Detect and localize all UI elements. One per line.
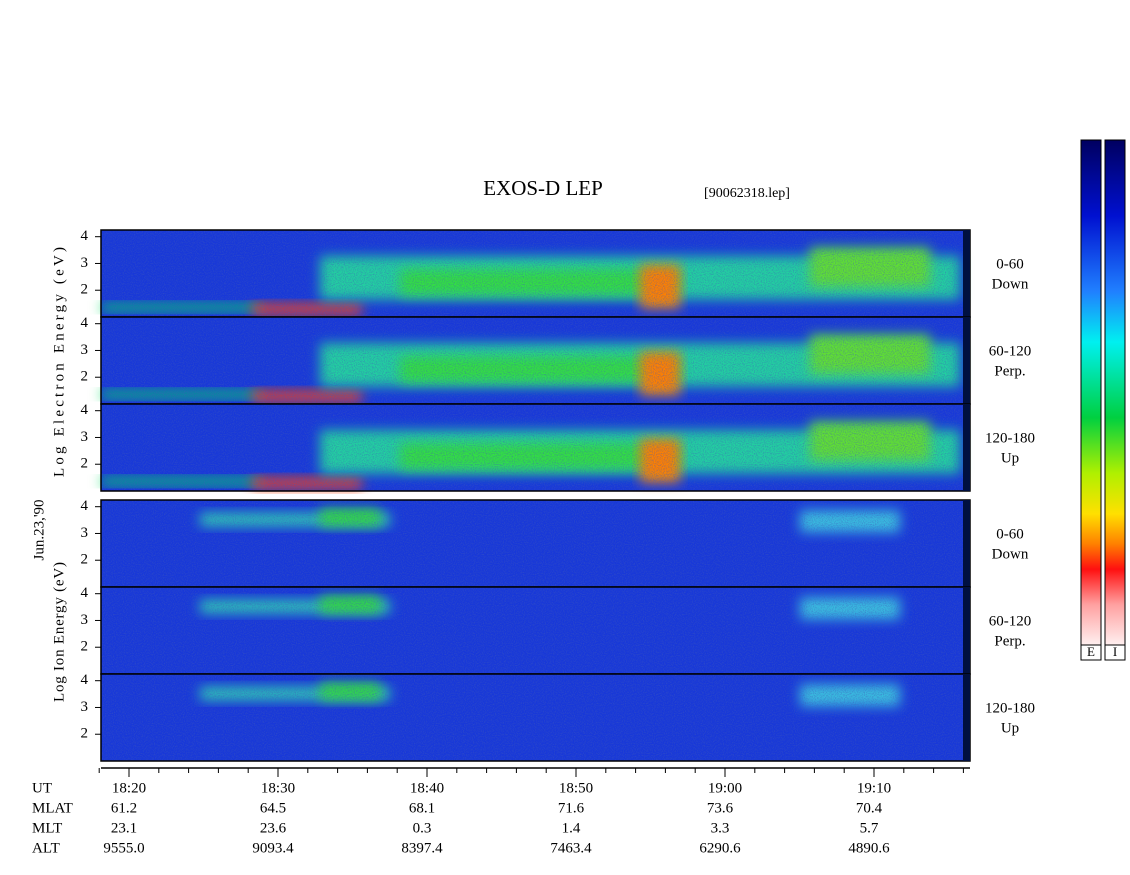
panel-edge	[963, 587, 970, 674]
ephemeris-value: 61.2	[111, 800, 137, 816]
ephemeris-value: 0.3	[413, 820, 432, 836]
panel-direction: Up	[1001, 450, 1019, 466]
file-name: [90062318.lep]	[704, 186, 790, 201]
ephemeris-value: 3.3	[711, 820, 730, 836]
colorbar	[1104, 139, 1126, 646]
ephemeris-value: 73.6	[707, 800, 734, 816]
panel-range: 0-60	[996, 526, 1024, 542]
spectrogram-noise	[101, 317, 970, 404]
panel-direction: Perp.	[994, 633, 1025, 649]
panel-edge	[963, 317, 970, 404]
time-tick-label: 19:00	[708, 780, 742, 796]
spectrogram-noise	[101, 587, 970, 674]
ephemeris-value: 7463.4	[550, 840, 592, 856]
panel-range: 120-180	[985, 430, 1035, 446]
y-tick-label: 3	[81, 699, 89, 715]
spectrogram-noise	[101, 404, 970, 491]
ephemeris-value: 68.1	[409, 800, 435, 816]
ephemeris-value: 71.6	[558, 800, 585, 816]
y-tick-label: 4	[81, 498, 89, 514]
y-tick-label: 4	[81, 672, 89, 688]
colorbar-label: I	[1113, 644, 1117, 659]
ephemeris-label: MLT	[32, 820, 62, 836]
colorbar-label-box	[1080, 644, 1102, 661]
panel-edge	[963, 674, 970, 761]
panel-edge	[963, 230, 970, 317]
y-tick-label: 4	[81, 402, 89, 418]
panel-edge	[963, 404, 970, 491]
spectrogram-noise	[101, 500, 970, 587]
panel-direction: Up	[1001, 720, 1019, 736]
y-tick-label: 2	[81, 639, 89, 655]
ephemeris-value: 23.1	[111, 820, 137, 836]
y-tick-label: 4	[81, 228, 89, 244]
ephemeris-value: 8397.4	[401, 840, 443, 856]
y-tick-label: 2	[81, 282, 89, 298]
ephemeris-value: 5.7	[860, 820, 879, 836]
time-tick-label: 18:40	[410, 780, 444, 796]
ephemeris-value: 23.6	[260, 820, 287, 836]
ephemeris-value: 70.4	[856, 800, 883, 816]
electron-axis-label: Log Electron Energy (eV)	[51, 247, 67, 477]
ephemeris-value: 9555.0	[103, 840, 144, 856]
ion-axis-label: Log Ion Energy (eV)	[51, 562, 67, 702]
panel-edge	[963, 500, 970, 587]
time-tick-label: 18:20	[112, 780, 146, 796]
ephemeris-value: 64.5	[260, 800, 286, 816]
y-tick-label: 4	[81, 315, 89, 331]
ephemeris-label: MLAT	[32, 800, 73, 816]
spectrogram-noise	[101, 674, 970, 761]
ephemeris-label: UT	[32, 780, 52, 796]
colorbar-label: E	[1087, 644, 1095, 659]
y-tick-label: 2	[81, 456, 89, 472]
y-tick-label: 3	[81, 342, 89, 358]
panel-range: 60-120	[989, 613, 1032, 629]
ephemeris-value: 1.4	[562, 820, 581, 836]
y-tick-label: 2	[81, 552, 89, 568]
time-tick-label: 18:30	[261, 780, 295, 796]
panel-direction: Perp.	[994, 363, 1025, 379]
y-tick-label: 3	[81, 525, 89, 541]
ephemeris-value: 6290.6	[699, 840, 741, 856]
ephemeris-value: 9093.4	[252, 840, 294, 856]
panel-range: 0-60	[996, 256, 1024, 272]
panel-direction: Down	[992, 546, 1029, 562]
date-label: Jun.23,'90	[31, 499, 47, 560]
panel-range: 60-120	[989, 343, 1032, 359]
y-tick-label: 3	[81, 429, 89, 445]
panel-direction: Down	[992, 276, 1029, 292]
y-tick-label: 3	[81, 255, 89, 271]
time-tick-label: 19:10	[857, 780, 891, 796]
y-tick-label: 2	[81, 369, 89, 385]
title: EXOS-D LEP	[483, 176, 603, 200]
y-tick-label: 2	[81, 726, 89, 742]
ephemeris-value: 4890.6	[848, 840, 890, 856]
colorbar	[1080, 139, 1102, 646]
panel-range: 120-180	[985, 700, 1035, 716]
y-tick-label: 3	[81, 612, 89, 628]
y-tick-label: 4	[81, 585, 89, 601]
colorbar-label-box	[1104, 644, 1126, 661]
time-tick-label: 18:50	[559, 780, 593, 796]
spectrogram-noise	[101, 230, 970, 317]
ephemeris-label: ALT	[32, 840, 60, 856]
